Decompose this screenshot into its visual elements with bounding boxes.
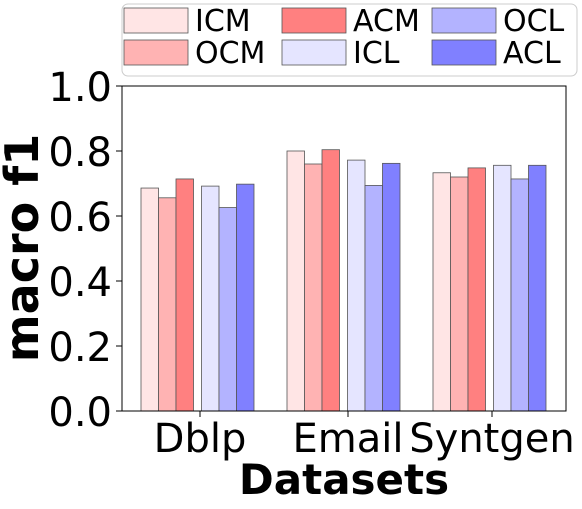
bar-acl-syntgen [528,164,547,412]
bar-icl-syntgen [493,164,512,412]
legend-label-ocl: OCL [503,4,565,39]
bar-acm-email [321,149,340,412]
bar-ocl-syntgen [510,178,529,412]
legend-label-acm: ACM [353,4,420,39]
bar-acm-syntgen [467,167,486,412]
bar-icm-email [286,150,305,412]
legend-label-ocm: OCM [195,36,265,71]
bar-acl-email [382,162,401,412]
bar-acl-dblp [236,183,255,412]
y-axis: 0.0 0.2 0.4 0.6 0.8 1.0 [48,65,122,436]
legend-label-icl: ICL [353,36,400,71]
y-tick-label: 0.6 [48,195,112,241]
y-tick-label: 0.2 [48,325,112,371]
bar-acm-dblp [175,178,194,412]
bar-icm-dblp [140,187,159,412]
bar-icl-dblp [201,185,220,412]
y-tick-label: 0.8 [48,130,112,176]
bar-ocm-syntgen [450,176,469,412]
bar-ocm-email [304,163,323,412]
y-tick-label: 0.4 [48,260,112,306]
legend-label-icm: ICM [195,4,251,39]
legend-swatch-acm [281,7,347,34]
plot-frame [121,85,567,412]
legend-swatch-ocm [123,39,189,66]
legend-swatch-icm [123,7,189,34]
legend-swatch-icl [281,39,347,66]
legend-label-acl: ACL [503,36,561,71]
x-axis: Dblp Email Syntgen [154,411,575,462]
x-axis-label: Datasets [239,455,449,504]
x-tick-label: Dblp [154,416,247,462]
bar-icl-email [347,159,366,412]
bar-ocm-dblp [158,197,177,412]
x-tick-label: Syntgen [409,416,574,462]
bar-ocl-dblp [218,207,237,412]
bar-icm-syntgen [432,172,451,412]
y-tick-label: 0.0 [48,390,112,436]
y-tick-label: 1.0 [48,65,112,111]
legend-swatch-acl [431,39,497,66]
bar-ocl-email [364,185,383,412]
bars [140,149,547,412]
legend-swatch-ocl [431,7,497,34]
y-axis-label: macro f1 [0,134,49,363]
x-tick-label: Email [293,416,404,462]
